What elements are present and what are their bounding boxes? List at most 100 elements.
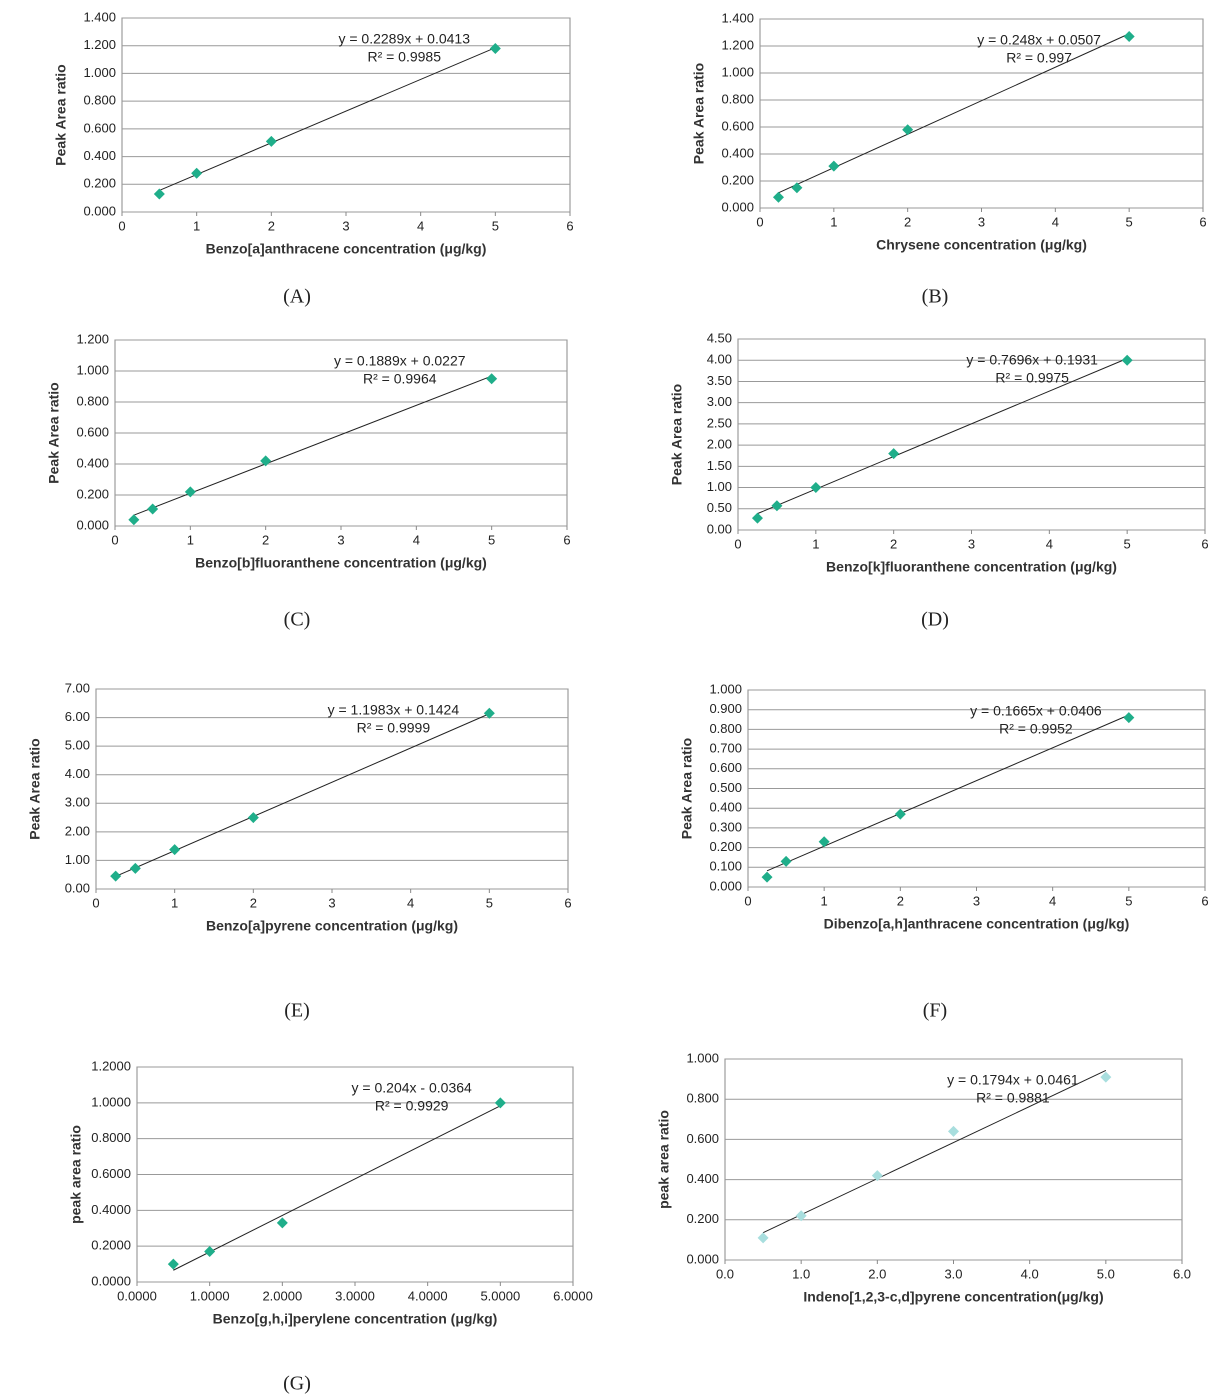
x-tick-label: 1 [187, 532, 194, 547]
y-tick-label: 0.200 [709, 839, 742, 854]
x-tick-label: 0 [92, 895, 99, 910]
y-tick-label: 5.00 [65, 738, 90, 753]
panel-label: (G) [283, 1373, 311, 1395]
y-tick-label: 0.000 [686, 1251, 719, 1266]
panel-label: (D) [921, 609, 949, 631]
x-axis-label: Indeno[1,2,3-c,d]pyrene concentration(μg… [803, 1289, 1103, 1305]
x-tick-label: 6 [1201, 893, 1208, 908]
panel-label: (C) [284, 609, 311, 631]
trendline [173, 1105, 501, 1271]
data-point [265, 135, 277, 147]
y-tick-label: 0.4000 [91, 1202, 131, 1217]
trendline-equation: y = 0.204x - 0.0364 [352, 1080, 472, 1096]
y-axis-label: Peak Area ratio [669, 384, 685, 485]
y-tick-label: 1.0000 [91, 1094, 131, 1109]
x-tick-label: 1.0000 [190, 1288, 230, 1303]
y-tick-label: 0.400 [76, 455, 109, 470]
x-tick-label: 3 [342, 218, 349, 233]
plot-area [95, 688, 569, 890]
x-tick-label: 3 [328, 895, 335, 910]
trendline-equation: y = 0.1794x + 0.0461 [947, 1072, 1079, 1088]
y-tick-label: 0.800 [83, 93, 116, 108]
x-tick-label: 1 [171, 895, 178, 910]
data-point [260, 455, 272, 467]
data-point [771, 500, 783, 512]
y-tick-label: 0.400 [686, 1171, 719, 1186]
x-tick-label: 2.0 [868, 1266, 886, 1281]
x-tick-label: 4.0000 [408, 1288, 448, 1303]
x-tick-label: 5 [1125, 893, 1132, 908]
panel-label: (A) [283, 286, 311, 308]
x-tick-label: 6 [563, 532, 570, 547]
x-tick-label: 4 [407, 895, 414, 910]
y-tick-label: 0.200 [721, 172, 754, 187]
y-axis-label: Peak Area ratio [691, 63, 707, 164]
x-tick-label: 0.0 [716, 1266, 734, 1281]
data-point [247, 812, 259, 824]
x-tick-label: 3 [968, 536, 975, 551]
data-point [128, 514, 140, 526]
y-tick-label: 0.600 [721, 118, 754, 133]
y-tick-label: 0.400 [83, 148, 116, 163]
x-tick-label: 0 [756, 214, 763, 229]
x-tick-label: 2 [268, 218, 275, 233]
x-tick-label: 5 [1126, 214, 1133, 229]
y-tick-label: 1.400 [83, 9, 116, 24]
data-point [184, 486, 196, 498]
r-squared: R² = 0.997 [1006, 50, 1072, 66]
x-tick-label: 0 [111, 532, 118, 547]
trendline [159, 47, 496, 191]
x-tick-label: 4 [1049, 893, 1056, 908]
data-point [1100, 1071, 1112, 1083]
r-squared: R² = 0.9881 [976, 1090, 1050, 1106]
y-tick-label: 1.000 [709, 681, 742, 696]
data-point [871, 1170, 883, 1182]
y-tick-label: 3.00 [707, 394, 732, 409]
x-tick-label: 3 [337, 532, 344, 547]
x-tick-label: 0 [734, 536, 741, 551]
x-tick-label: 1.0 [792, 1266, 810, 1281]
y-axis-label: peak area ratio [656, 1110, 672, 1209]
y-tick-label: 0.200 [76, 486, 109, 501]
data-point [948, 1125, 959, 1137]
x-tick-label: 6.0 [1173, 1266, 1191, 1281]
y-tick-label: 0.400 [721, 145, 754, 160]
panel-label: (E) [284, 1000, 310, 1022]
data-point [818, 836, 830, 848]
x-tick-label: 0 [744, 893, 751, 908]
trendline-equation: y = 1.1983x + 0.1424 [328, 702, 460, 718]
y-axis-label: Peak Area ratio [46, 382, 62, 483]
y-tick-label: 4.50 [707, 330, 732, 345]
data-point [751, 512, 763, 524]
x-tick-label: 5 [488, 532, 495, 547]
panel-label: (B) [922, 286, 949, 308]
data-point [1121, 354, 1133, 366]
y-tick-label: 0.300 [709, 819, 742, 834]
x-tick-label: 1 [812, 536, 819, 551]
data-point [1123, 31, 1135, 43]
data-point [191, 167, 203, 179]
data-point [757, 1232, 769, 1244]
trendline-equation: y = 0.7696x + 0.1931 [966, 352, 1098, 368]
x-tick-label: 2 [897, 893, 904, 908]
y-tick-label: 1.00 [707, 479, 732, 494]
x-axis-label: Benzo[a]pyrene concentration (μg/kg) [206, 918, 458, 934]
data-point [483, 707, 495, 719]
y-tick-label: 4.00 [65, 766, 90, 781]
y-tick-label: 0.600 [83, 120, 116, 135]
r-squared: R² = 0.9952 [999, 721, 1073, 737]
x-axis-label: Benzo[k]fluoranthene concentration (μg/k… [826, 559, 1117, 575]
y-tick-label: 1.400 [721, 10, 754, 25]
y-tick-label: 1.200 [83, 37, 116, 52]
data-point [147, 503, 159, 515]
x-tick-label: 6 [566, 218, 573, 233]
y-tick-label: 0.400 [709, 800, 742, 815]
x-tick-label: 5 [486, 895, 493, 910]
x-tick-label: 2 [904, 214, 911, 229]
y-tick-label: 0.900 [709, 701, 742, 716]
x-tick-label: 2 [890, 536, 897, 551]
data-point [772, 191, 784, 203]
y-axis-label: Peak Area ratio [679, 738, 695, 839]
y-tick-label: 0.00 [65, 880, 90, 895]
